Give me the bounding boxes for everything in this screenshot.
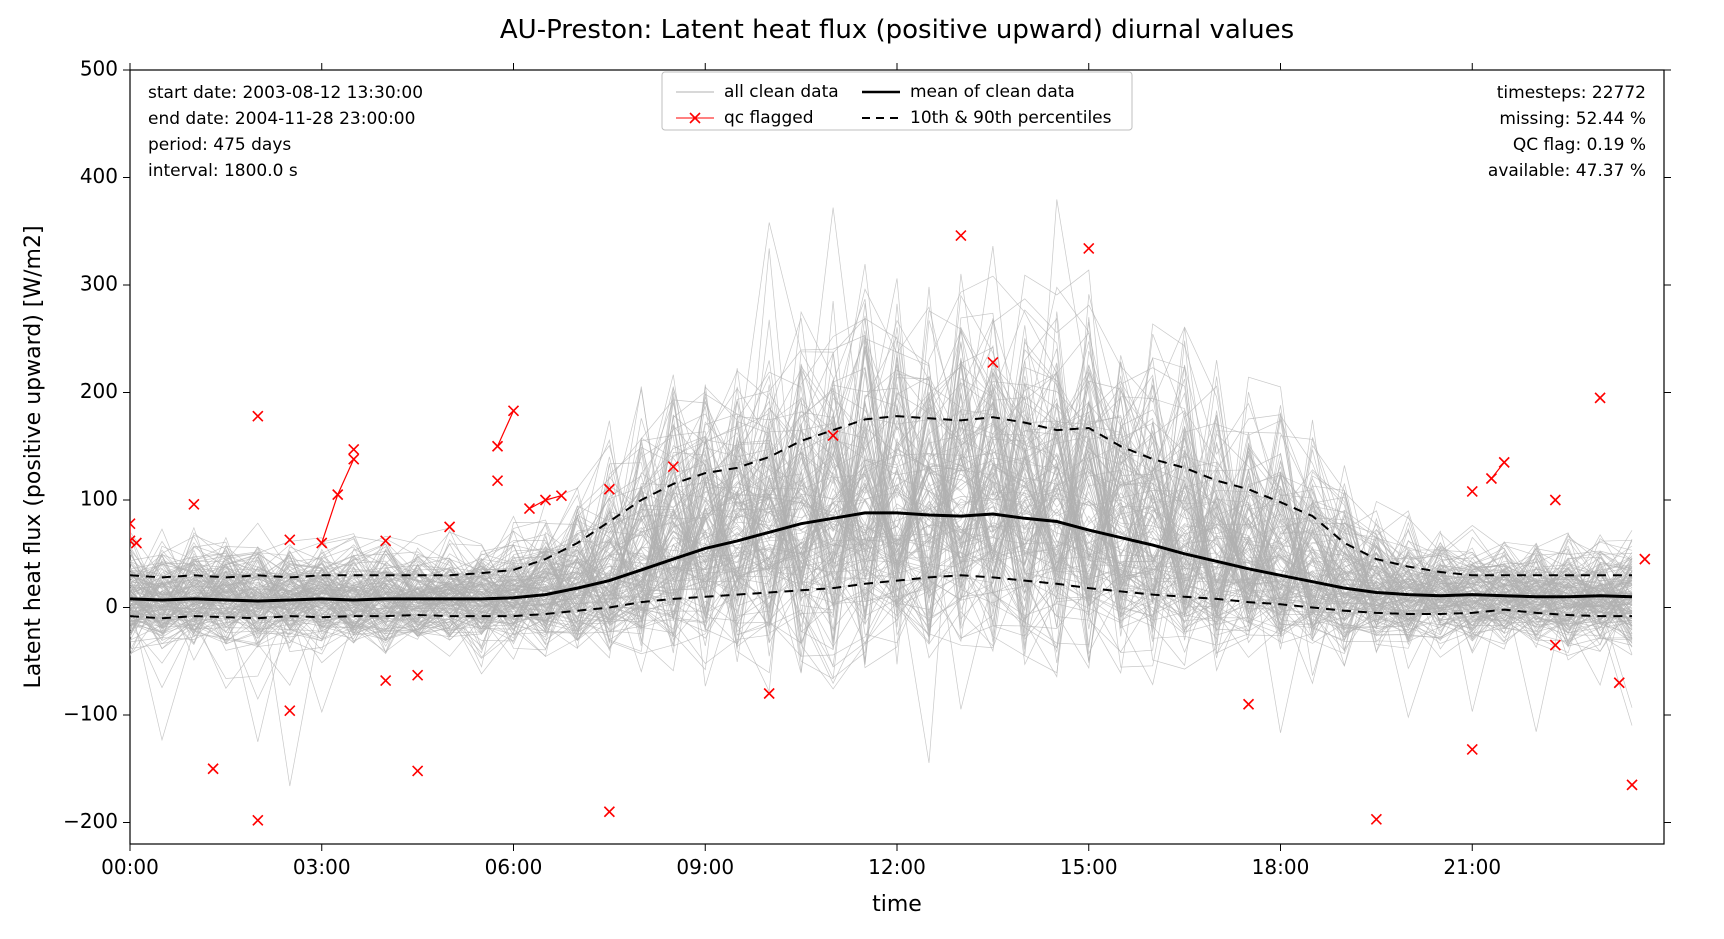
info-right-line: available: 47.37 % [1488, 161, 1646, 181]
chart-title: AU-Preston: Latent heat flux (positive u… [500, 15, 1294, 45]
ytick-label: −200 [63, 809, 118, 833]
xtick-label: 18:00 [1252, 855, 1310, 879]
legend-label: 10th & 90th percentiles [910, 108, 1112, 128]
xtick-label: 03:00 [293, 855, 351, 879]
xtick-label: 06:00 [485, 855, 543, 879]
clean-data-lines [130, 199, 1632, 786]
xtick-label: 12:00 [868, 855, 926, 879]
xtick-label: 21:00 [1443, 855, 1501, 879]
y-axis-label: Latent heat flux (positive upward) [W/m2… [21, 225, 46, 688]
ytick-label: 400 [80, 164, 118, 188]
legend-label: mean of clean data [910, 82, 1075, 102]
ytick-label: 500 [80, 57, 118, 81]
legend-label: all clean data [724, 82, 839, 102]
ytick-label: −100 [63, 702, 118, 726]
info-left-line: end date: 2004-11-28 23:00:00 [148, 109, 415, 129]
ytick-label: 0 [105, 594, 118, 618]
info-left-line: start date: 2003-08-12 13:30:00 [148, 83, 423, 103]
xtick-label: 09:00 [676, 855, 734, 879]
ytick-label: 300 [80, 272, 118, 296]
xtick-label: 00:00 [101, 855, 159, 879]
ytick-label: 200 [80, 379, 118, 403]
legend: all clean data qc flagged mean of clean da… [662, 72, 1132, 130]
info-left-line: interval: 1800.0 s [148, 161, 298, 181]
diurnal-chart: −200 −100 0 100 200 300 400 500 00:00 03:00 06:00 0… [0, 0, 1724, 939]
info-right-line: QC flag: 0.19 % [1513, 135, 1646, 155]
info-right-line: missing: 52.44 % [1499, 109, 1646, 129]
axes-frame [130, 70, 1664, 844]
xtick-label: 15:00 [1060, 855, 1118, 879]
legend-label: qc flagged [724, 108, 814, 128]
info-right-line: timesteps: 22772 [1497, 83, 1646, 103]
info-left-line: period: 475 days [148, 135, 291, 155]
x-axis-label: time [872, 892, 922, 917]
ytick-label: 100 [80, 487, 118, 511]
